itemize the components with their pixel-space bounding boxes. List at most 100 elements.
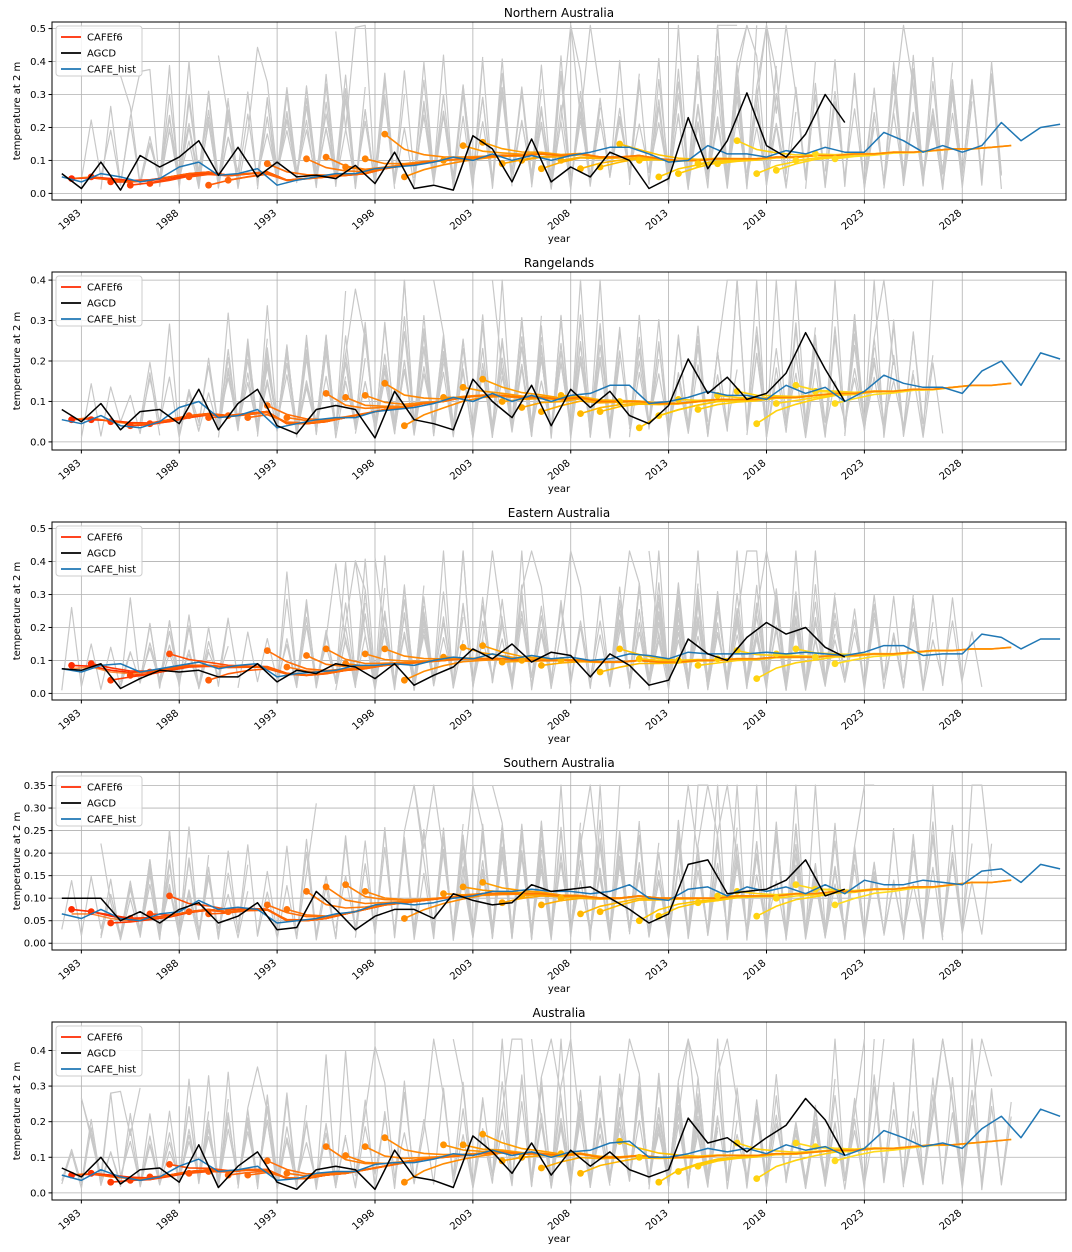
ensemble-member-line — [315, 321, 396, 432]
cafef6-init-point — [694, 662, 702, 669]
cafef6-init-point — [107, 1178, 115, 1186]
ensemble-member-line — [139, 830, 210, 941]
cafef6-init-point — [401, 915, 408, 922]
ensemble-member-line — [315, 1054, 386, 1189]
cafef6-init-point — [283, 663, 291, 671]
y-tick-label: 0.35 — [24, 781, 46, 792]
panel-title: Australia — [532, 1006, 585, 1020]
ensemble-member-line — [80, 68, 180, 187]
ensemble-member-line — [668, 784, 738, 937]
cafef6-init-point — [342, 1152, 349, 1159]
cafef6-init-point — [557, 894, 565, 902]
x-axis-label: year — [548, 234, 571, 245]
ensemble-member-line — [628, 550, 709, 690]
cafef6-init-point — [224, 176, 232, 184]
cafe-hist-line — [61, 1108, 1061, 1182]
y-tick-label: 0.0 — [30, 689, 46, 700]
cafef6-init-point — [303, 888, 310, 895]
legend-box — [55, 25, 143, 77]
cafef6-init-point — [303, 155, 310, 163]
ensemble-member-line — [119, 642, 210, 687]
ensemble-member-line — [687, 65, 777, 181]
y-tick-label: 0.0 — [30, 1188, 46, 1199]
cafef6-init-point — [596, 408, 604, 415]
legend: CAFEf6 AGCD CAFE_hist — [55, 275, 143, 327]
ensemble-member-line — [531, 55, 640, 188]
y-tick-label: 0.3 — [30, 90, 46, 101]
cafef6-init-point — [322, 153, 330, 161]
cafef6-init-point — [753, 912, 761, 920]
y-tick-label: 0.1 — [30, 156, 46, 167]
cafef6-init-point — [596, 908, 604, 916]
cafef6-init-point — [440, 394, 447, 401]
legend-label-agcd: AGCD — [87, 799, 116, 810]
cafef6-init-point — [479, 879, 487, 886]
y-tick-label: 0.2 — [30, 623, 46, 634]
cafef6-init-point — [596, 163, 604, 171]
legend-label-cafef6: CAFEf6 — [87, 283, 123, 294]
cafef6-init-point — [498, 658, 506, 666]
cafef6-init-point — [459, 383, 467, 391]
cafef6-init-point — [342, 394, 349, 401]
ensemble-member-line — [354, 560, 464, 691]
legend-label-agcd: AGCD — [87, 299, 116, 310]
ensemble-member-line — [139, 323, 249, 436]
ensemble-member-line — [628, 335, 728, 436]
cafef6-init-point — [675, 1168, 682, 1175]
y-axis-label: temperature at 2 m — [12, 62, 23, 161]
ensemble-member-line — [80, 1098, 161, 1187]
legend-label-cafef6: CAFEf6 — [87, 33, 123, 44]
cafef6-init-point — [401, 1178, 408, 1186]
cafef6-init-point — [812, 150, 819, 158]
y-axis-ticks: 0.0 0.1 0.2 0.3 0.4 — [30, 276, 52, 448]
cafef6-init-point — [733, 137, 741, 145]
y-tick-label: 0.4 — [30, 557, 46, 568]
cafef6-init-point — [381, 645, 389, 653]
y-axis-label: temperature at 2 m — [12, 562, 23, 661]
ensemble-member-line — [354, 1045, 435, 1185]
cafef6-init-point — [694, 899, 702, 907]
cafef6-init-point — [401, 173, 408, 181]
cafef6-init-point — [714, 160, 721, 168]
y-tick-label: 0.3 — [30, 590, 46, 601]
y-tick-label: 0.1 — [30, 397, 46, 408]
legend-label-cafe-hist: CAFE_hist — [87, 1065, 136, 1076]
ensemble-member-line — [139, 850, 249, 939]
cafef6-init-point — [322, 645, 330, 653]
legend-box — [55, 1025, 143, 1077]
cafef6-init-point — [185, 173, 193, 181]
cafef6-init-point — [381, 1134, 389, 1142]
ensemble-member-line — [256, 803, 317, 938]
cafef6-init-point — [361, 888, 369, 895]
ensemble-member-line — [256, 88, 347, 182]
cafef6-init-point — [792, 1139, 800, 1147]
cafef6-init-point — [831, 1157, 839, 1165]
cafef6-init-point — [166, 892, 173, 900]
x-axis-label: year — [548, 484, 571, 495]
y-axis-label: temperature at 2 m — [12, 312, 23, 411]
cafef6-init-point — [772, 894, 780, 902]
axes-frame — [51, 771, 1067, 951]
ensemble-member-line — [883, 62, 973, 189]
plot-area — [52, 272, 1066, 450]
cafef6-init-point — [694, 160, 702, 168]
cafef6-init-point — [772, 166, 780, 174]
ensemble-member-line — [628, 344, 709, 431]
plot-area — [52, 22, 1066, 200]
panel-title: Southern Australia — [503, 756, 614, 770]
cafef6-init-point — [205, 181, 213, 189]
ensemble-member-line — [687, 279, 757, 433]
y-tick-label: 0.5 — [30, 524, 46, 535]
cafef6-init-point — [538, 901, 545, 909]
cafef6-init-point — [126, 181, 134, 189]
cafef6-init-point — [244, 414, 252, 421]
ensemble-member-line — [413, 56, 484, 183]
cafef6-init-point — [753, 420, 761, 428]
ensemble-member-line — [61, 1112, 141, 1189]
ensemble-member-line — [276, 563, 356, 689]
y-tick-label: 0.20 — [24, 849, 46, 860]
ensemble-member-line — [276, 838, 356, 940]
ensemble-member-line — [687, 24, 787, 183]
ensemble-member-line — [178, 1066, 268, 1186]
cafef6-init-point — [440, 1141, 447, 1149]
